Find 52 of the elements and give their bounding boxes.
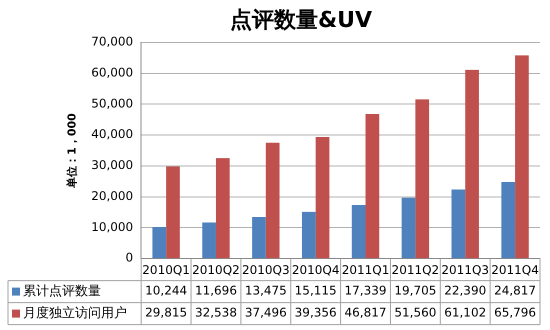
bar: [352, 205, 366, 258]
x-tick-label: 2010Q4: [292, 262, 340, 277]
data-label: 65,796: [494, 306, 536, 320]
bar: [402, 198, 416, 258]
data-label: 24,817: [494, 284, 536, 298]
bar: [202, 222, 216, 258]
legend-label: 累计点评数量: [23, 284, 101, 299]
y-tick-label: 0: [126, 250, 134, 265]
bar: [152, 226, 166, 258]
data-label: 39,356: [294, 306, 337, 320]
y-tick-label: 30,000: [91, 158, 134, 172]
bar: [501, 182, 516, 258]
x-tick-label: 2011Q3: [441, 262, 490, 277]
y-tick-label: 10,000: [91, 220, 134, 234]
bar: [316, 137, 330, 258]
y-tick-label: 60,000: [91, 65, 134, 80]
y-tick-label: 70,000: [91, 34, 134, 49]
bar: [166, 166, 180, 258]
bar: [302, 212, 316, 258]
x-tick-label: 2011Q1: [342, 262, 390, 277]
data-label: 51,560: [394, 306, 436, 320]
y-axis-title: 单位：1，000: [65, 112, 78, 189]
data-label: 17,339: [344, 284, 387, 298]
data-label: 37,496: [244, 306, 287, 320]
data-label: 19,705: [394, 284, 436, 298]
legend-label: 月度独立访问用户: [23, 304, 127, 321]
x-tick-label: 2010Q2: [192, 262, 240, 277]
data-label: 22,390: [444, 284, 486, 298]
bar: [515, 55, 529, 258]
data-label: 46,817: [344, 306, 387, 320]
bar: [366, 114, 380, 258]
data-label: 61,102: [444, 306, 486, 320]
bar: [266, 142, 280, 258]
bar: [252, 216, 266, 258]
y-tick-label: 20,000: [91, 188, 134, 203]
bar: [465, 70, 479, 258]
data-label: 32,538: [194, 306, 237, 320]
y-tick-label: 40,000: [91, 127, 134, 142]
data-label: 29,815: [145, 306, 188, 320]
data-label: 10,244: [145, 284, 188, 298]
data-label: 15,115: [294, 284, 337, 298]
bar: [415, 99, 430, 258]
bar: [452, 189, 466, 258]
data-label: 13,475: [244, 284, 287, 298]
y-tick-label: 50,000: [91, 96, 134, 110]
x-tick-label: 2011Q4: [491, 262, 539, 277]
data-label: 11,696: [194, 284, 237, 298]
bar: [216, 158, 230, 258]
x-tick-label: 2010Q1: [142, 262, 190, 277]
x-tick-label: 2010Q3: [242, 262, 290, 277]
chart-title: 点评数量&UV: [230, 8, 372, 33]
x-tick-label: 2011Q2: [392, 262, 440, 277]
